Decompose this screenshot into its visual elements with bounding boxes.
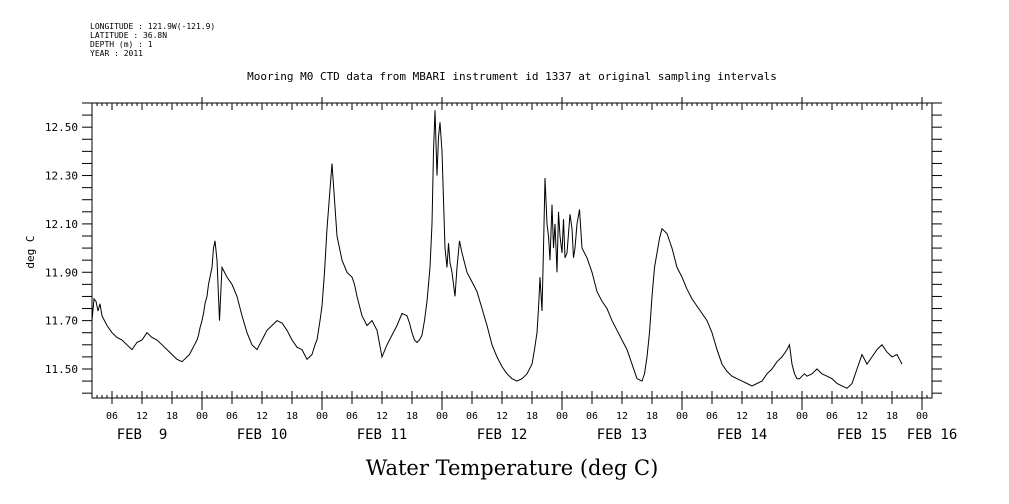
x-hour-label: 06 bbox=[466, 411, 478, 422]
x-day-label: FEB 15 bbox=[837, 427, 888, 443]
x-day-label: FEB 13 bbox=[597, 427, 648, 443]
x-hour-label: 18 bbox=[166, 411, 178, 422]
x-hour-label: 00 bbox=[676, 411, 688, 422]
x-hour-label: 12 bbox=[136, 411, 148, 422]
x-hour-label: 12 bbox=[736, 411, 748, 422]
y-tick-labels: 11.50 11.70 11.90 12.10 12.30 12.50 bbox=[45, 121, 78, 376]
x-hour-label: 18 bbox=[406, 411, 418, 422]
x-hour-label: 06 bbox=[706, 411, 718, 422]
x-tick-labels: 06 12 18 00 06 12 18 00 06 12 18 00 06 12 18 00 06 12 18 00… bbox=[106, 411, 928, 422]
x-hour-label: 06 bbox=[226, 411, 238, 422]
metadata-block: LONGITUDE : 121.9W(-121.9) LATITUDE : 36… bbox=[90, 22, 215, 58]
x-hour-label: 06 bbox=[106, 411, 118, 422]
latitude-label: LATITUDE : 36.8N bbox=[90, 31, 168, 40]
y-tick-label: 11.70 bbox=[45, 315, 78, 328]
x-hour-label: 00 bbox=[436, 411, 448, 422]
x-hour-label: 12 bbox=[496, 411, 508, 422]
x-hour-label: 00 bbox=[796, 411, 808, 422]
year-label: YEAR : 2011 bbox=[90, 49, 143, 58]
depth-label: DEPTH (m) : 1 bbox=[90, 40, 153, 49]
water-temperature-series-line bbox=[91, 110, 903, 389]
x-hour-label: 18 bbox=[646, 411, 658, 422]
y-tick-label: 12.50 bbox=[45, 121, 78, 134]
x-hour-label: 18 bbox=[526, 411, 538, 422]
x-day-label: FEB 9 bbox=[117, 427, 168, 443]
x-hour-label: 00 bbox=[556, 411, 568, 422]
x-hour-label: 00 bbox=[916, 411, 928, 422]
x-hour-label: 12 bbox=[616, 411, 628, 422]
x-hour-label: 12 bbox=[376, 411, 388, 422]
x-hour-label: 00 bbox=[316, 411, 328, 422]
x-hour-label: 00 bbox=[196, 411, 208, 422]
x-day-labels: FEB 9 FEB 10 FEB 11 FEB 12 FEB 13 FEB 14 FEB 1… bbox=[117, 427, 958, 443]
x-day-label: FEB 10 bbox=[237, 427, 288, 443]
x-hour-label: 12 bbox=[256, 411, 268, 422]
x-hour-label: 12 bbox=[856, 411, 868, 422]
y-axis-label: deg C bbox=[24, 235, 37, 268]
x-hour-label: 18 bbox=[766, 411, 778, 422]
plot-frame bbox=[91, 102, 933, 399]
axis-ticks bbox=[82, 97, 942, 410]
y-tick-label: 12.10 bbox=[45, 218, 78, 231]
y-tick-label: 12.30 bbox=[45, 170, 78, 183]
chart-title: Mooring M0 CTD data from MBARI instrumen… bbox=[247, 70, 777, 83]
x-hour-label: 18 bbox=[286, 411, 298, 422]
longitude-label: LONGITUDE : 121.9W(-121.9) bbox=[90, 22, 216, 31]
x-axis-title: Water Temperature (deg C) bbox=[366, 456, 659, 480]
x-day-label: FEB 12 bbox=[477, 427, 528, 443]
x-day-label: FEB 14 bbox=[717, 427, 768, 443]
x-hour-label: 06 bbox=[586, 411, 598, 422]
y-tick-label: 11.90 bbox=[45, 266, 78, 279]
x-hour-label: 06 bbox=[826, 411, 838, 422]
x-day-label: FEB 16 bbox=[907, 427, 958, 443]
x-hour-label: 18 bbox=[886, 411, 898, 422]
y-tick-label: 11.50 bbox=[45, 363, 78, 376]
x-day-label: FEB 11 bbox=[357, 427, 408, 443]
x-hour-label: 06 bbox=[346, 411, 358, 422]
